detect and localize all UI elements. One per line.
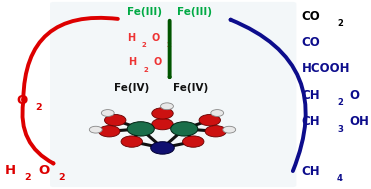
Text: O: O [152, 33, 160, 43]
Circle shape [101, 110, 114, 116]
Text: HCOOH: HCOOH [302, 63, 350, 75]
Circle shape [152, 119, 173, 130]
Circle shape [171, 122, 198, 136]
Text: CO: CO [302, 10, 321, 22]
Text: Fe(III): Fe(III) [177, 7, 212, 17]
FancyArrowPatch shape [23, 18, 118, 100]
Text: H: H [129, 57, 137, 67]
Text: Fe(IV): Fe(IV) [114, 83, 150, 93]
Text: 2: 2 [166, 42, 171, 48]
Text: H: H [4, 164, 16, 177]
Circle shape [105, 115, 126, 126]
Text: OH: OH [350, 115, 370, 128]
Circle shape [127, 122, 154, 136]
Circle shape [161, 103, 173, 110]
Circle shape [199, 115, 220, 126]
Text: O: O [16, 94, 27, 107]
Circle shape [151, 142, 174, 154]
Circle shape [183, 136, 204, 147]
FancyArrowPatch shape [22, 102, 53, 163]
Text: CO: CO [302, 36, 321, 49]
Circle shape [223, 126, 236, 133]
Text: O: O [154, 57, 162, 67]
Text: CH: CH [302, 89, 321, 102]
Text: 2: 2 [58, 173, 65, 182]
Text: CH: CH [302, 165, 321, 177]
Text: 4: 4 [337, 174, 343, 183]
Text: 3: 3 [337, 125, 343, 134]
Text: 2: 2 [36, 103, 42, 112]
Text: O: O [350, 89, 359, 102]
Text: O: O [38, 164, 49, 177]
Circle shape [211, 110, 224, 116]
Text: 2: 2 [24, 173, 30, 182]
Text: 2: 2 [337, 98, 343, 107]
Circle shape [205, 126, 226, 137]
Text: 2: 2 [141, 42, 146, 48]
Circle shape [121, 136, 142, 147]
Text: Fe(IV): Fe(IV) [173, 83, 209, 93]
FancyBboxPatch shape [50, 2, 296, 187]
Circle shape [89, 126, 102, 133]
FancyArrowPatch shape [231, 20, 306, 171]
Circle shape [152, 108, 173, 119]
Text: 2: 2 [143, 67, 148, 73]
Circle shape [99, 126, 120, 137]
Text: H: H [127, 33, 135, 43]
Text: CH: CH [302, 115, 321, 128]
Text: 2: 2 [337, 19, 343, 28]
Text: Fe(III): Fe(III) [127, 7, 162, 17]
